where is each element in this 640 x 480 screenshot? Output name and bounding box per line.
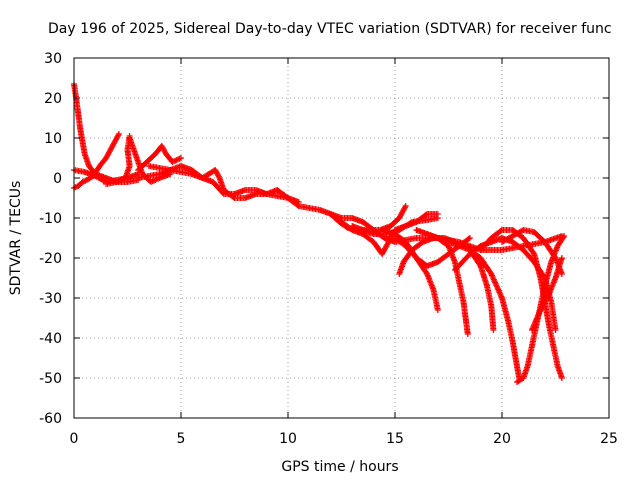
chart-title: Day 196 of 2025, Sidereal Day-to-day VTE… — [48, 21, 612, 37]
x-tick-label: 0 — [70, 431, 79, 447]
y-tick-label: 0 — [53, 171, 62, 187]
x-tick-label: 10 — [279, 431, 297, 447]
y-tick-label: -60 — [39, 411, 62, 427]
y-tick-label: -50 — [39, 371, 62, 387]
x-tick-label: 5 — [177, 431, 186, 447]
y-tick-label: 20 — [44, 91, 62, 107]
x-axis-label: GPS time / hours — [281, 459, 398, 475]
x-tick-label: 15 — [386, 431, 404, 447]
x-tick-label: 25 — [600, 431, 618, 447]
series-trace-8 — [145, 163, 302, 209]
data-series — [71, 81, 568, 385]
series-trace-19 — [466, 247, 523, 381]
y-tick-label: -30 — [39, 291, 62, 307]
series-trace-6 — [135, 143, 184, 173]
y-axis-label: SDTVAR / TECUs — [8, 181, 24, 296]
axis-ticks: 0 5 10 15 20 25 30 20 10 0 -10 -20 -30 -40 -50 -60 — [39, 51, 618, 447]
y-tick-label: 10 — [44, 131, 62, 147]
series-trace-23 — [499, 227, 565, 277]
y-tick-label: -10 — [39, 211, 62, 227]
y-tick-label: -20 — [39, 251, 62, 267]
plot-frame — [73, 57, 610, 419]
y-tick-label: -40 — [39, 331, 62, 347]
y-tick-label: 30 — [44, 51, 62, 67]
x-tick-label: 20 — [493, 431, 511, 447]
